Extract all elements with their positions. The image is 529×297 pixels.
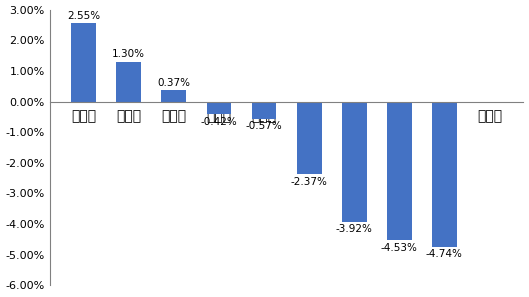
Text: -4.74%: -4.74% bbox=[426, 249, 463, 259]
Text: -3.92%: -3.92% bbox=[336, 224, 373, 234]
Text: 0.37%: 0.37% bbox=[158, 78, 190, 88]
Bar bbox=[71, 23, 96, 102]
Text: -4.53%: -4.53% bbox=[381, 243, 418, 253]
Text: -0.42%: -0.42% bbox=[200, 117, 238, 127]
Bar bbox=[161, 90, 186, 102]
Bar bbox=[207, 102, 231, 114]
Text: -2.37%: -2.37% bbox=[291, 177, 327, 187]
Text: -0.57%: -0.57% bbox=[245, 121, 282, 132]
Text: 2.55%: 2.55% bbox=[67, 11, 101, 21]
Bar bbox=[432, 102, 457, 247]
Text: 1.30%: 1.30% bbox=[112, 49, 145, 59]
Bar bbox=[342, 102, 367, 222]
Bar bbox=[387, 102, 412, 240]
Bar bbox=[252, 102, 277, 119]
Bar bbox=[297, 102, 322, 174]
Bar bbox=[116, 62, 141, 102]
